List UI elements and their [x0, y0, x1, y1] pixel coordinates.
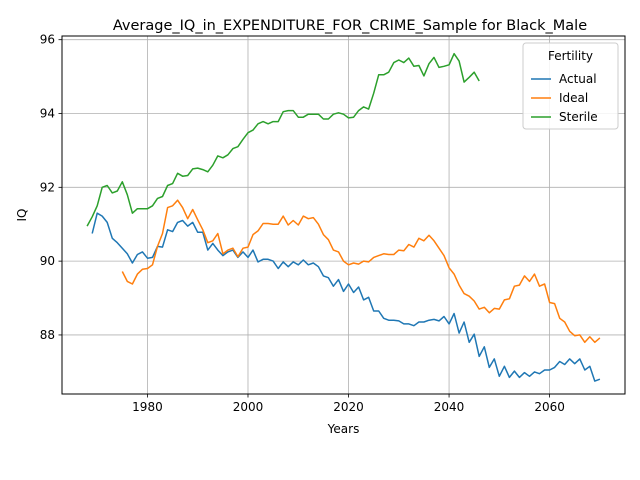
- y-tick-label: 96: [40, 33, 55, 47]
- y-tick-label: 88: [40, 328, 55, 342]
- series-lines: [86, 52, 601, 382]
- x-tick-label: 1980: [132, 400, 163, 414]
- x-axis-label: Years: [327, 422, 360, 436]
- legend-box: [522, 42, 619, 130]
- x-tick-label: 2020: [333, 400, 364, 414]
- x-tick-label: 2040: [434, 400, 465, 414]
- y-tick-label: 92: [40, 180, 55, 194]
- series-line-actual: [91, 212, 601, 382]
- legend-title: Fertility: [548, 49, 593, 63]
- y-tick-label: 94: [40, 107, 55, 121]
- legend: Fertility Actual Ideal Sterile: [522, 42, 619, 130]
- legend-label-actual: Actual: [559, 72, 597, 86]
- legend-label-ideal: Ideal: [559, 91, 588, 105]
- plot-frame: [61, 35, 626, 395]
- axis-ticks: 1980 2000 2020 2040 2060 88 90 92 94 96: [40, 33, 565, 414]
- series-line-ideal: [121, 199, 601, 344]
- series-line-sterile: [86, 52, 480, 227]
- legend-label-sterile: Sterile: [559, 110, 598, 124]
- x-tick-label: 2000: [233, 400, 264, 414]
- y-tick-label: 90: [40, 254, 55, 268]
- y-axis-label: IQ: [15, 209, 29, 222]
- chart-title: Average_IQ_in_EXPENDITURE_FOR_CRIME_Samp…: [113, 18, 587, 34]
- x-tick-label: 2060: [534, 400, 565, 414]
